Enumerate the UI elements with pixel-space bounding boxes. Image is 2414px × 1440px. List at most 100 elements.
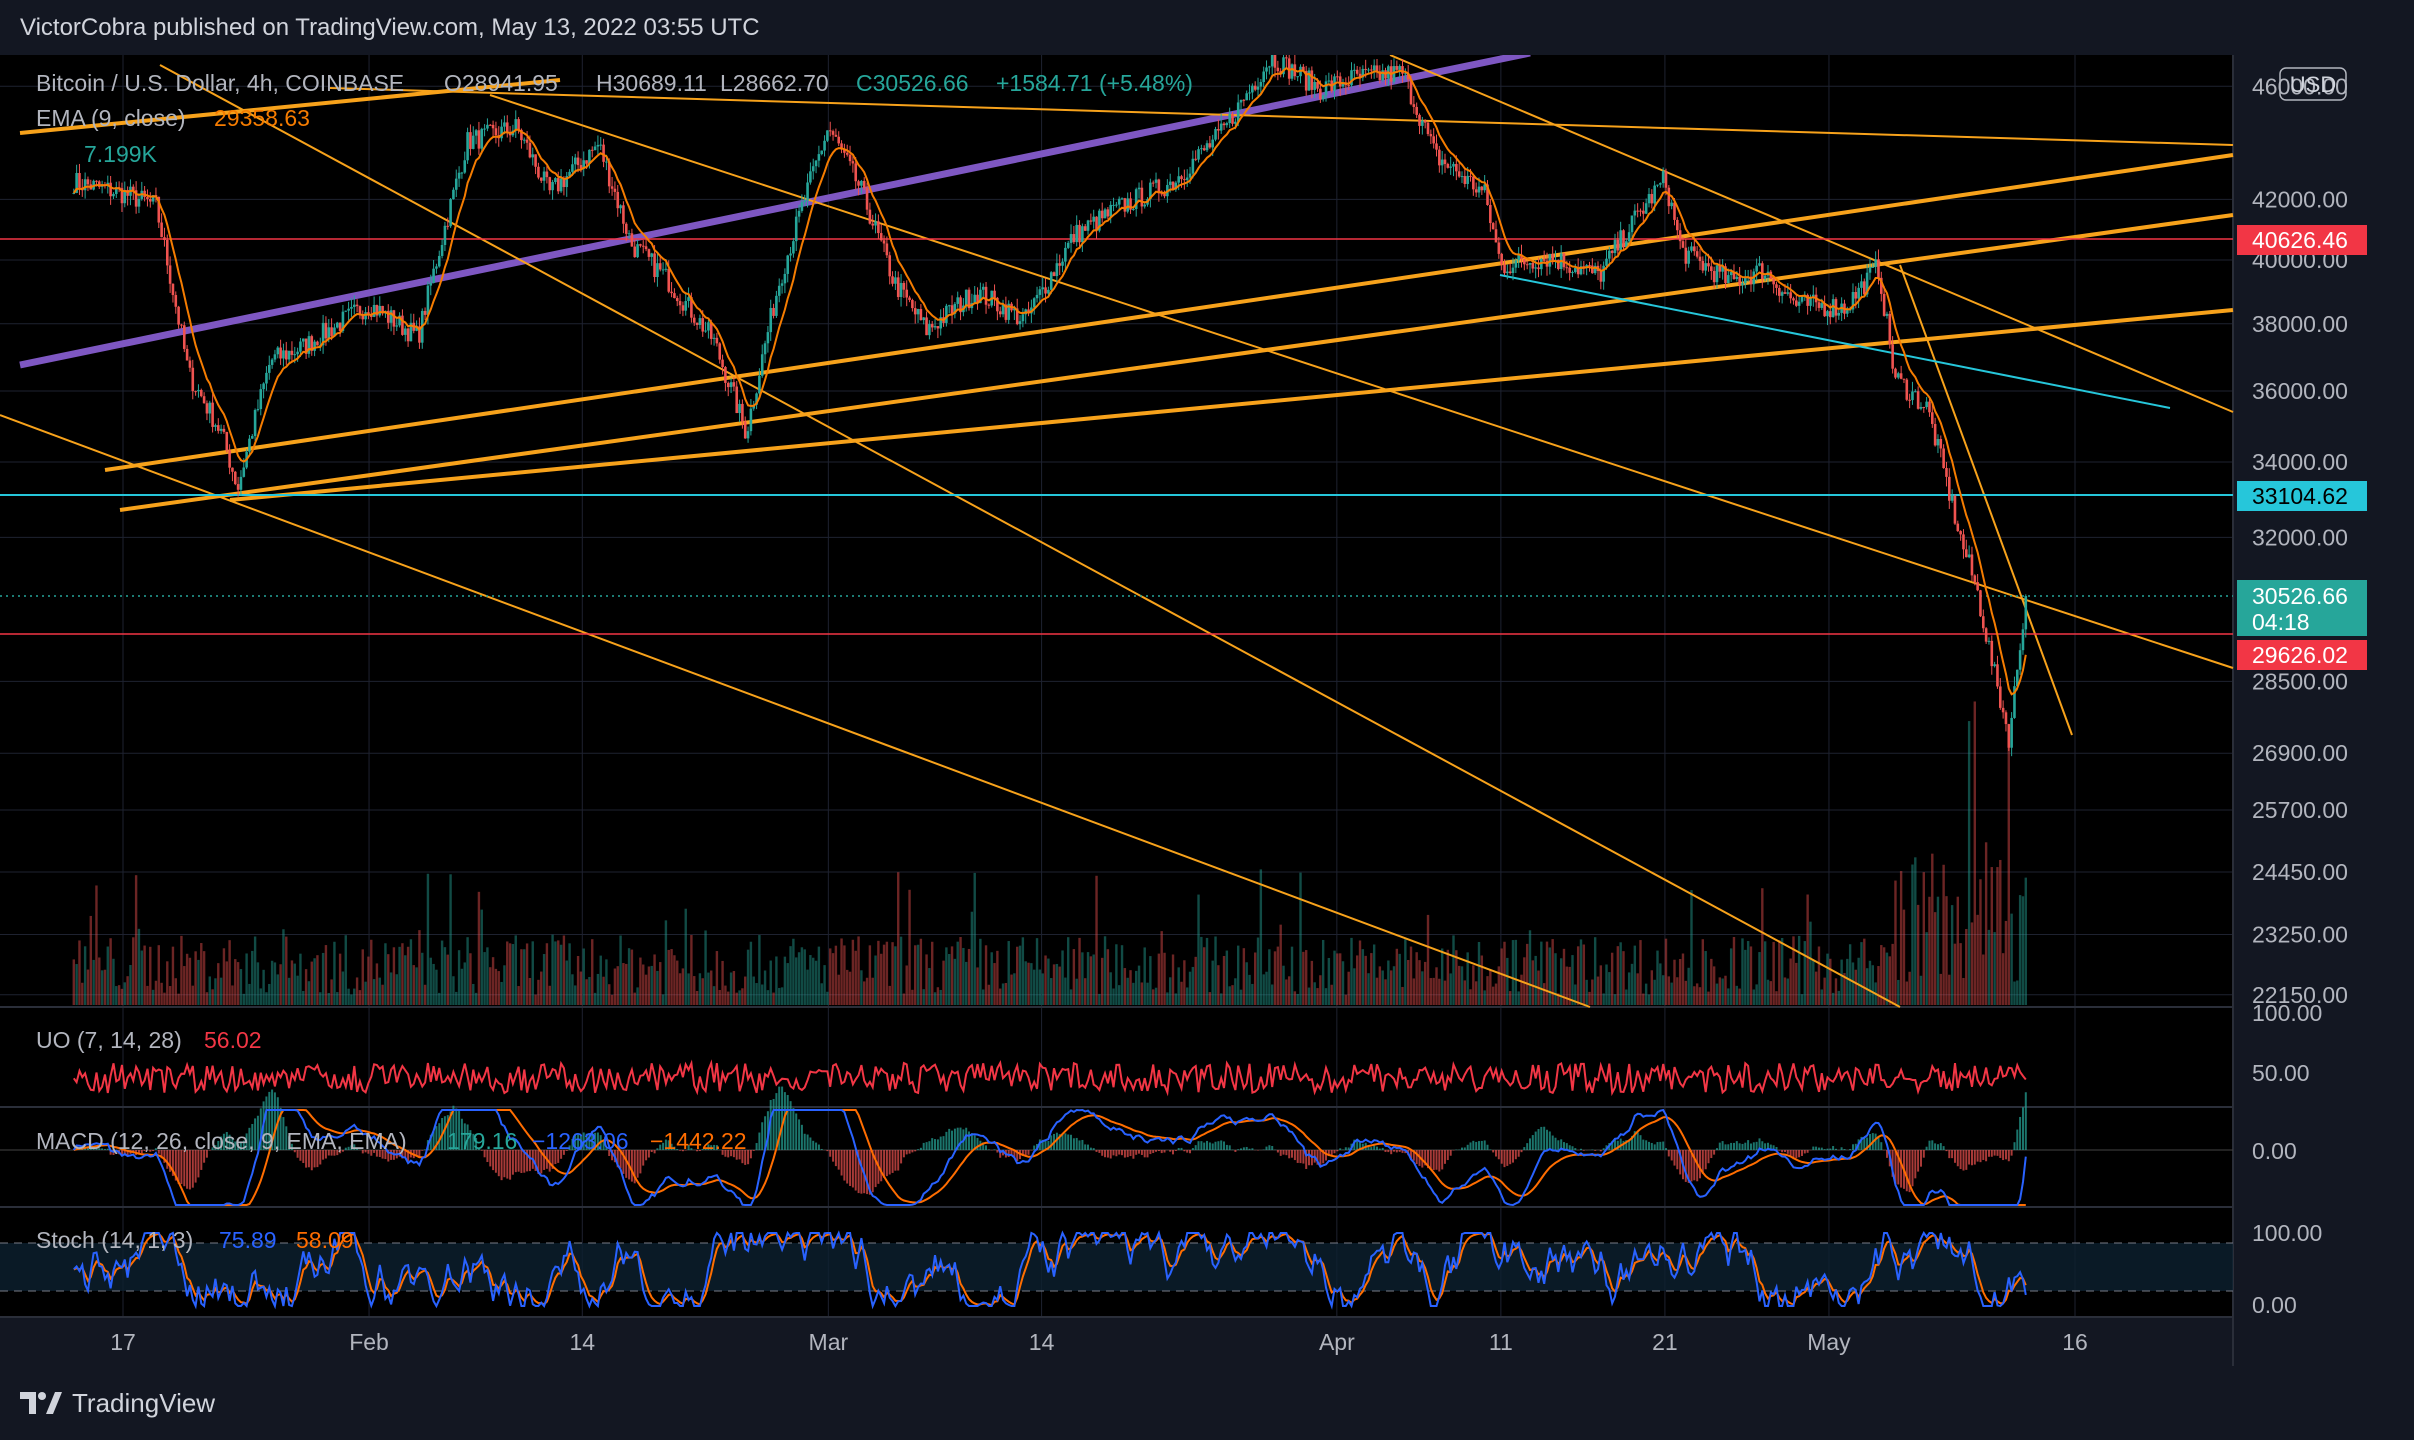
macd-hist-bar bbox=[1072, 1138, 1075, 1150]
candle-body bbox=[449, 199, 452, 227]
candle-body bbox=[738, 403, 741, 414]
macd-hist-bar bbox=[2002, 1150, 2005, 1161]
volume-bar bbox=[520, 949, 523, 1005]
currency-button[interactable]: USD bbox=[2279, 67, 2347, 101]
volume-bar bbox=[1276, 946, 1280, 1005]
candle-body bbox=[1234, 121, 1237, 124]
macd-hist-bar bbox=[336, 1150, 339, 1156]
macd-hist-bar bbox=[557, 1150, 560, 1163]
volume-bar bbox=[242, 993, 245, 1005]
volume-bar bbox=[1775, 991, 1778, 1005]
candle-body bbox=[1115, 204, 1118, 206]
price-label-11: 23250.00 bbox=[2252, 922, 2348, 948]
volume-bar bbox=[817, 946, 821, 1005]
macd-hist-bar bbox=[1296, 1150, 1299, 1163]
volume-bar bbox=[1965, 928, 1968, 1005]
macd-hist-bar bbox=[1733, 1142, 1735, 1150]
macd-hist-bar bbox=[1741, 1143, 1744, 1150]
candle-body bbox=[72, 192, 76, 194]
candle-body bbox=[735, 386, 739, 414]
candle-body bbox=[1829, 311, 1832, 318]
macd-hist-bar bbox=[1512, 1150, 1514, 1163]
candle-body bbox=[1483, 184, 1486, 191]
volume-bar bbox=[143, 945, 146, 1005]
volume-bar bbox=[579, 971, 583, 1005]
macd-hist-bar bbox=[265, 1096, 268, 1150]
macd-hist-bar bbox=[1288, 1150, 1291, 1159]
volume-bar bbox=[1979, 879, 1982, 1005]
macd-hist-bar bbox=[625, 1150, 628, 1178]
macd-hist-bar bbox=[220, 1136, 223, 1150]
candle-body bbox=[1083, 226, 1087, 231]
candle-body bbox=[1066, 242, 1070, 248]
volume-bar bbox=[1744, 949, 1747, 1005]
candle-body bbox=[372, 304, 376, 317]
macd-hist-bar bbox=[1551, 1135, 1554, 1150]
macd-hist-bar bbox=[322, 1150, 325, 1160]
macd-hist-bar bbox=[1333, 1150, 1336, 1154]
volume-bar bbox=[1503, 941, 1506, 1005]
macd-hist-bar bbox=[1818, 1147, 1820, 1150]
macd-hist-bar bbox=[1628, 1139, 1631, 1150]
candle-body bbox=[1930, 412, 1934, 424]
macd-hist-bar bbox=[1101, 1150, 1104, 1156]
tag-red-high: 40626.46 bbox=[2252, 227, 2348, 253]
candle-body bbox=[1270, 55, 1274, 67]
volume-bar bbox=[1200, 936, 1203, 1005]
candle-body bbox=[1990, 640, 1994, 667]
chart-canvas[interactable]: Bitcoin / U.S. Dollar, 4h, COINBASE O289… bbox=[0, 55, 2414, 1366]
volume-bar bbox=[1860, 942, 1863, 1005]
volume-bar bbox=[200, 943, 203, 1005]
volume-bar bbox=[231, 985, 234, 1005]
candle-body bbox=[690, 297, 693, 318]
candle-body bbox=[1727, 275, 1730, 284]
macd-hist-bar bbox=[769, 1099, 772, 1150]
candle-body bbox=[622, 205, 625, 224]
volume-bar bbox=[1146, 982, 1149, 1005]
volume-bar bbox=[559, 944, 563, 1005]
candle-body bbox=[933, 326, 937, 328]
macd-hist-bar bbox=[820, 1148, 823, 1150]
macd-hist-bar bbox=[1951, 1150, 1954, 1159]
volume-bar bbox=[531, 941, 534, 1005]
candle-body bbox=[276, 347, 280, 355]
candle-body bbox=[573, 157, 577, 165]
candle-body bbox=[732, 382, 736, 387]
volume-bar bbox=[1421, 971, 1424, 1005]
volume-bar bbox=[732, 971, 736, 1005]
candle-body bbox=[1763, 275, 1767, 280]
volume-bar bbox=[1412, 978, 1416, 1005]
candle-body bbox=[1117, 198, 1121, 205]
volume-bar bbox=[1418, 960, 1421, 1005]
macd-hist-bar bbox=[296, 1150, 299, 1158]
candle-body bbox=[1698, 256, 1702, 261]
candle-body bbox=[1908, 399, 1911, 401]
candle-body bbox=[1933, 423, 1937, 446]
volume-bar bbox=[1197, 894, 1200, 1005]
volume-bar bbox=[1693, 986, 1696, 1005]
candle-body bbox=[1882, 293, 1886, 316]
ohlc-low: L28662.70 bbox=[720, 70, 829, 96]
volume-bar bbox=[571, 974, 574, 1005]
candle-body bbox=[1355, 69, 1359, 74]
price-tags: 40626.46 33104.62 30526.66 04:18 29626.0… bbox=[2237, 225, 2367, 670]
volume-bar bbox=[647, 966, 651, 1005]
candle-body bbox=[279, 347, 282, 359]
candle-body bbox=[1622, 230, 1625, 248]
macd-hist-bar bbox=[1373, 1145, 1376, 1150]
volume-bar bbox=[463, 962, 466, 1005]
volume-bar bbox=[1398, 953, 1401, 1005]
macd-hist-bar bbox=[1849, 1149, 1852, 1150]
volume-bar bbox=[1259, 869, 1263, 1005]
macd-hist-bar bbox=[157, 1150, 160, 1154]
candle-body bbox=[321, 322, 325, 346]
macd-hist-bar bbox=[1574, 1148, 1577, 1150]
candle-body bbox=[1925, 401, 1928, 408]
stoch-axis-100: 100.00 bbox=[2252, 1220, 2322, 1246]
volume-bar bbox=[1945, 896, 1948, 1005]
volume-bar bbox=[537, 979, 540, 1005]
macd-hist-bar bbox=[438, 1123, 441, 1150]
candle-body bbox=[1809, 297, 1812, 306]
volume-bar bbox=[1183, 960, 1186, 1005]
macd-hist-bar bbox=[1954, 1150, 1956, 1163]
